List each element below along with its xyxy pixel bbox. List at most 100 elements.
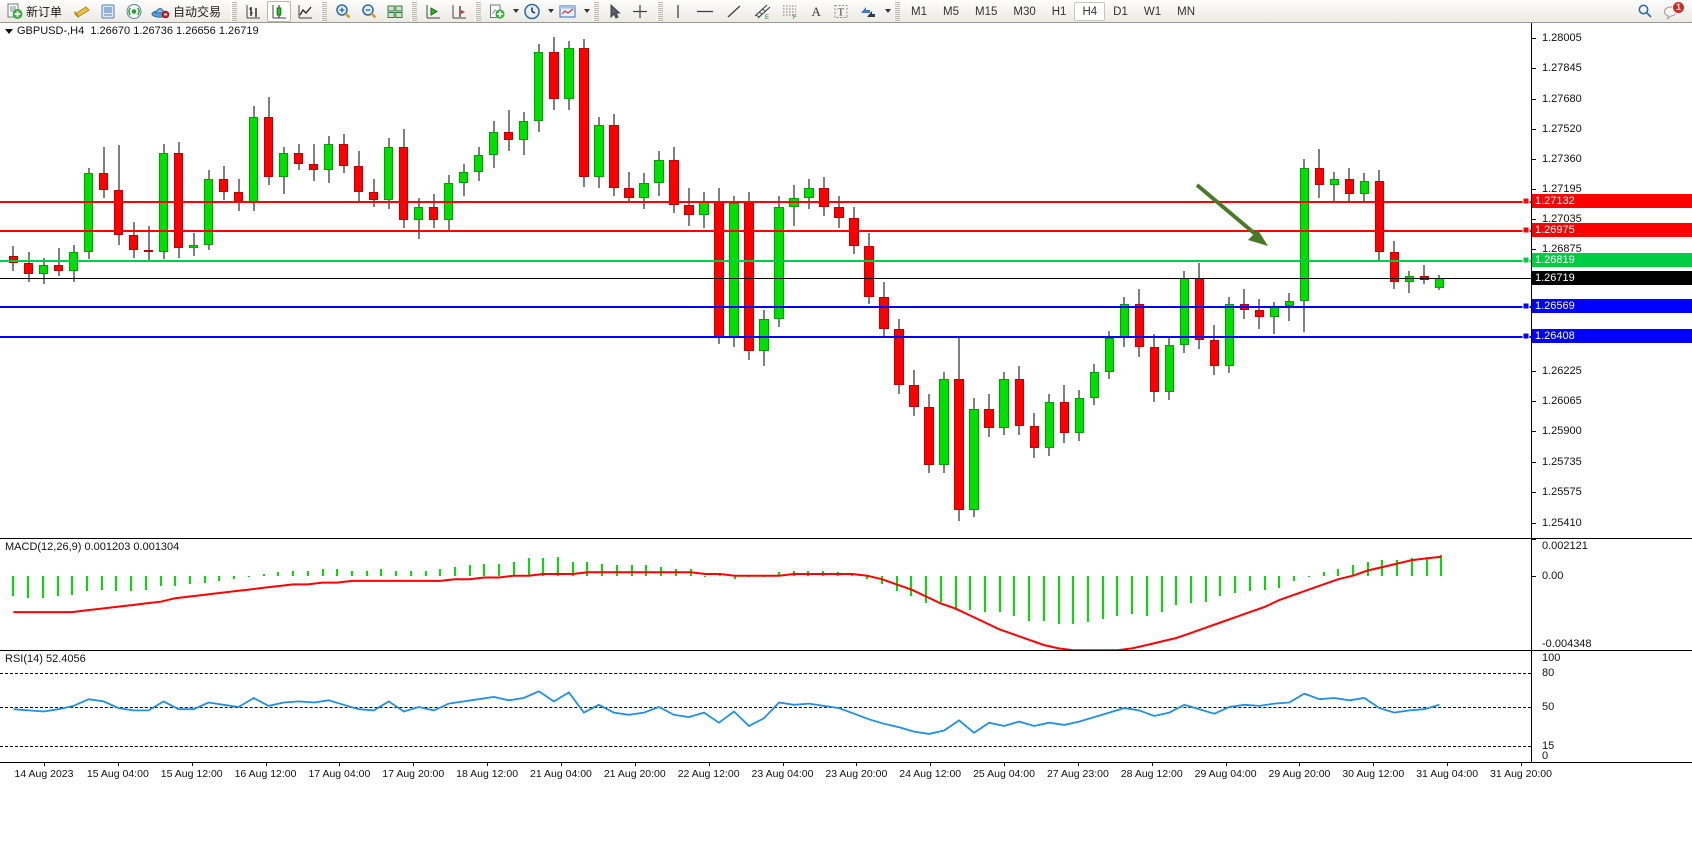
terminal-button[interactable] <box>96 1 120 22</box>
down-arrow-annotation[interactable] <box>1190 178 1280 258</box>
new-order-button[interactable]: 新订单 <box>3 1 68 22</box>
time-axis[interactable]: 14 Aug 2023 15 Aug 04:00 15 Aug 12:00 16 Au… <box>0 762 1692 786</box>
price-level-handle[interactable] <box>1522 197 1530 205</box>
line-chart-button[interactable] <box>293 1 317 22</box>
price-level-handle[interactable] <box>1522 332 1530 340</box>
fibonacci-tool-button[interactable]: F <box>777 1 803 22</box>
candle-body-bearish <box>1134 304 1144 348</box>
candle-body-bullish <box>474 154 484 172</box>
timeframe-button-m30[interactable]: M30 <box>1013 5 1036 18</box>
candle-body-bearish <box>339 143 349 166</box>
price-level-tag-entry[interactable]: 1.26819 <box>1532 252 1692 267</box>
price-axis-tick <box>1532 158 1536 160</box>
price-axis-tick <box>1532 37 1536 39</box>
zoom-out-button[interactable] <box>357 1 381 22</box>
price-plot[interactable] <box>0 23 1531 538</box>
time-axis-label: 14 Aug 2023 <box>14 768 74 780</box>
price-level-line-current-price[interactable] <box>0 278 1531 280</box>
candle-body-bearish <box>549 51 559 99</box>
add-indicator-caret-icon[interactable] <box>513 9 520 13</box>
timeframe-button-d1[interactable]: D1 <box>1113 5 1128 18</box>
candle-body-bearish <box>1149 347 1159 393</box>
equidistant-channel-button[interactable]: E <box>749 1 775 22</box>
vertical-line-tool-button[interactable] <box>667 1 689 22</box>
crosshair-tool-button[interactable] <box>627 1 653 22</box>
horizontal-line-tool-button[interactable] <box>691 1 719 22</box>
arrows-caret-icon[interactable] <box>885 9 892 13</box>
rsi-pane[interactable]: RSI(14) 52.4056 100 80 50 15 0 <box>0 650 1692 762</box>
macd-axis[interactable]: 0.002121 0.00 -0.004348 <box>1531 539 1692 652</box>
candle-body-bearish <box>684 205 694 215</box>
price-level-line-entry[interactable] <box>0 259 1531 262</box>
zoom-in-button[interactable] <box>331 1 355 22</box>
templates-caret-icon[interactable] <box>584 9 591 13</box>
market-watch-button[interactable] <box>122 1 146 22</box>
vertical-line-icon <box>677 4 679 18</box>
price-level-line-resistance[interactable] <box>0 201 1531 204</box>
symbol-dropdown-caret-icon[interactable] <box>5 28 13 34</box>
macd-histogram-bar <box>630 565 633 576</box>
macd-pane[interactable]: MACD(12,26,9) 0.001203 0.001304 0.002121… <box>0 538 1692 652</box>
candle-wick <box>1423 265 1425 284</box>
time-axis-label: 24 Aug 12:00 <box>899 768 962 780</box>
expert-advisors-button[interactable]: 自动交易 <box>148 1 227 22</box>
candle-body-bullish <box>519 121 529 140</box>
candlestick <box>309 23 319 538</box>
candlestick-chart-button[interactable] <box>267 0 292 22</box>
candlestick <box>1299 23 1309 538</box>
messages-button[interactable]: 1 <box>1659 0 1685 22</box>
templates-button[interactable] <box>555 1 580 22</box>
price-level-handle[interactable] <box>1522 226 1530 234</box>
candle-body-bullish <box>774 207 784 320</box>
chart-properties-button[interactable] <box>70 1 94 22</box>
period-caret-icon[interactable] <box>548 9 555 13</box>
add-indicator-button[interactable] <box>485 1 509 22</box>
rsi-axis[interactable]: 100 80 50 15 0 <box>1531 651 1692 762</box>
price-level-tag-resistance[interactable]: 1.27132 <box>1532 194 1692 209</box>
text-tool-button[interactable]: A <box>805 1 827 22</box>
timeframe-button-m5[interactable]: M5 <box>943 5 959 18</box>
timeframe-button-h1[interactable]: H1 <box>1051 5 1067 18</box>
price-axis[interactable]: 1.28005 1.27845 1.27680 1.27520 1.27360 1.271… <box>1531 23 1692 538</box>
candle-body-bearish <box>309 164 319 170</box>
price-level-tag-current-price[interactable]: 1.26719 <box>1532 271 1692 286</box>
bar-chart-button[interactable] <box>241 1 265 22</box>
symbol-header[interactable]: GBPUSD-,H4 1.26670 1.26736 1.26656 1.267… <box>5 25 259 37</box>
candle-body-bearish <box>894 328 904 385</box>
macd-histogram-bar <box>1013 575 1016 616</box>
price-level-tag-resistance[interactable]: 1.26975 <box>1532 223 1692 238</box>
timeframe-button-m1[interactable]: M1 <box>911 5 928 18</box>
price-level-line-support[interactable] <box>0 336 1531 339</box>
signal-icon <box>126 3 142 19</box>
rsi-plot[interactable] <box>0 651 1531 762</box>
price-level-tag-support[interactable]: 1.26408 <box>1532 329 1692 344</box>
text-label-tool-button[interactable]: T <box>829 1 853 22</box>
period-button[interactable] <box>520 1 544 22</box>
macd-plot[interactable] <box>0 539 1531 650</box>
timeframe-button-m15[interactable]: M15 <box>975 5 998 18</box>
macd-histogram-bar <box>424 570 427 576</box>
price-level-line-support[interactable] <box>0 306 1531 309</box>
cursor-tool-button[interactable] <box>603 1 625 22</box>
timeframe-button-h4[interactable]: H4 <box>1074 1 1106 21</box>
candlestick <box>699 23 709 538</box>
candle-body-bullish <box>384 147 394 200</box>
candlestick <box>489 23 499 538</box>
tile-windows-button[interactable] <box>383 1 407 22</box>
text-label-icon: T <box>834 4 848 18</box>
price-level-tag-support[interactable]: 1.26569 <box>1532 299 1692 314</box>
price-pane[interactable]: GBPUSD-,H4 1.26670 1.26736 1.26656 1.267… <box>0 23 1692 538</box>
price-level-handle[interactable] <box>1522 302 1530 310</box>
price-level-handle[interactable] <box>1522 256 1530 264</box>
ohlc-close: 1.26719 <box>218 25 259 37</box>
auto-scroll-button[interactable] <box>421 1 445 22</box>
arrows-tool-button[interactable] <box>855 1 881 22</box>
price-axis-tick <box>1532 98 1536 100</box>
chart-area[interactable]: GBPUSD-,H4 1.26670 1.26736 1.26656 1.267… <box>0 23 1692 852</box>
timeframe-button-mn[interactable]: MN <box>1177 5 1195 18</box>
trendline-tool-button[interactable] <box>721 1 747 22</box>
chart-shift-button[interactable] <box>447 1 471 22</box>
search-button[interactable] <box>1633 1 1657 22</box>
price-level-line-resistance[interactable] <box>0 230 1531 233</box>
timeframe-button-w1[interactable]: W1 <box>1143 5 1162 18</box>
